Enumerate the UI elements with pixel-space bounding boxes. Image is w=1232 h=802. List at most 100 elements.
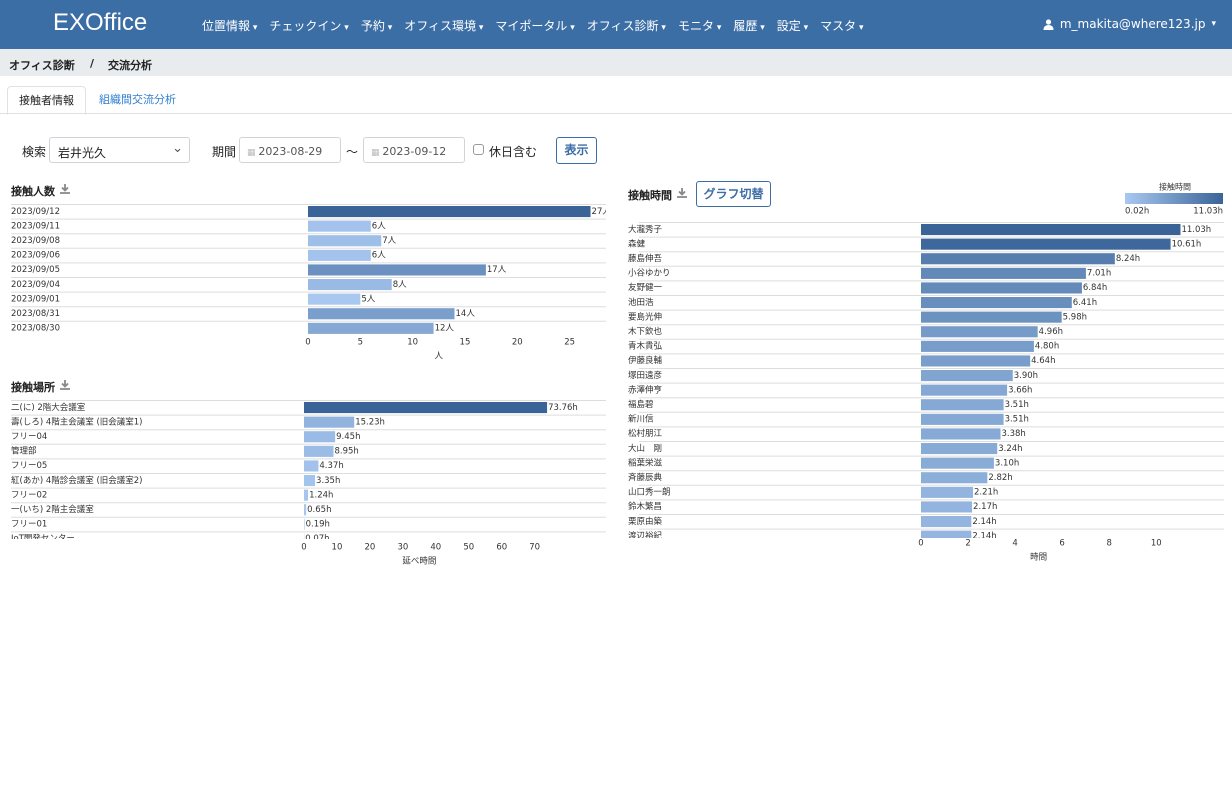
brand[interactable]: EXOffice <box>53 9 148 36</box>
tab[interactable]: 接触者情報 <box>7 86 86 115</box>
bar <box>921 282 1082 294</box>
value-label: 3.10h <box>995 458 1019 468</box>
menu-item[interactable]: モニタ <box>678 17 721 34</box>
category-label: 斉藤辰典 <box>628 472 663 483</box>
calendar-icon: ▦ <box>247 148 259 158</box>
value-label: 3.51h <box>1005 400 1029 410</box>
category-label: 大山 剛 <box>628 443 662 454</box>
category-label: IoT開発センター <box>11 534 75 539</box>
x-axis-label: 人 <box>435 352 444 362</box>
x-tick-label: 4 <box>1012 539 1017 549</box>
menu-item[interactable]: 位置情報 <box>202 17 257 34</box>
menu-item[interactable]: 予約 <box>361 17 392 34</box>
period-label: 期間 <box>212 145 237 159</box>
value-label: 2.82h <box>988 473 1012 483</box>
value-label: 5人 <box>361 294 375 304</box>
category-label: 2023/09/12 <box>11 207 60 217</box>
bar <box>921 472 988 484</box>
chart-rows[interactable]: 二(に) 2階大会議室 73.76h 壽(しろ) 4階主会議室 (旧会議室1) 15.… <box>0 400 606 539</box>
menu-item[interactable]: 設定 <box>777 17 808 34</box>
bar <box>304 518 305 530</box>
menu-item[interactable]: マスタ <box>820 17 863 34</box>
value-label: 0.19h <box>306 520 330 530</box>
value-label: 17人 <box>487 265 507 275</box>
value-label: 6.84h <box>1083 283 1107 293</box>
header: EXOffice 位置情報チェックイン予約オフィス環境マイポータルオフィス診断モ… <box>0 0 1232 49</box>
bar <box>308 308 455 320</box>
submit-button[interactable]: 表示 <box>556 137 597 164</box>
value-label: 6.41h <box>1073 298 1097 308</box>
download-icon[interactable] <box>59 183 71 195</box>
bar <box>921 326 1038 338</box>
crumb-item[interactable]: オフィス診断 <box>9 59 75 72</box>
bar <box>921 428 1001 440</box>
caret: ▾ <box>1211 19 1216 29</box>
value-label: 4.64h <box>1031 356 1055 366</box>
x-tick-label: 70 <box>529 543 540 553</box>
bar <box>921 486 973 498</box>
bar <box>304 460 319 472</box>
toggle-button[interactable]: グラフ切替 <box>696 181 771 207</box>
chart-rows[interactable]: 大瀧秀子 11.03h 森健 10.61h 藤島伸吾 8.24h 小谷ゆかり 7.01h 友野健… <box>626 222 1224 538</box>
chart-rows[interactable]: 2023/09/12 27人 2023/09/11 6人 2023/09/08 7人 202… <box>0 204 606 338</box>
legend-gradient <box>1125 193 1223 204</box>
download-icon[interactable] <box>59 379 71 391</box>
category-label: 赤澤伸亨 <box>628 384 662 395</box>
bar <box>308 293 361 305</box>
crumb-separator: / <box>90 57 95 70</box>
value-label: 5.98h <box>1063 312 1087 322</box>
x-tick-label: 8 <box>1106 539 1111 549</box>
value-label: 1.24h <box>309 490 333 500</box>
crumb-item: 交流分析 <box>108 59 152 72</box>
menu-item[interactable]: チェックイン <box>269 17 348 34</box>
x-axis-label: 時間 <box>1030 553 1047 563</box>
x-tick-label: 0 <box>301 543 306 553</box>
select-value: 岩井光久 <box>58 146 107 160</box>
x-tick-label: 0 <box>918 539 923 549</box>
download-icon[interactable] <box>676 187 688 199</box>
category-label: 2023/09/11 <box>11 221 60 231</box>
value-label: 2.14h <box>972 517 996 527</box>
tab[interactable]: 組織間交流分析 <box>99 93 176 106</box>
value-label: 9.45h <box>336 432 360 442</box>
category-label: 大瀧秀子 <box>628 224 663 235</box>
date-from[interactable]: ▦ 2023-08-29 <box>239 137 341 163</box>
menu: 位置情報チェックイン予約オフィス環境マイポータルオフィス診断モニタ履歴設定マスタ <box>202 17 864 34</box>
value-label: 7.01h <box>1087 269 1111 279</box>
date-to[interactable]: ▦ 2023-09-12 <box>363 137 465 163</box>
menu-item[interactable]: オフィス診断 <box>587 17 666 34</box>
category-label: フリー05 <box>11 461 47 471</box>
category-label: 青木貴弘 <box>628 341 663 352</box>
bar <box>308 264 486 276</box>
search-select[interactable]: 岩井光久 ⌄ <box>49 137 190 163</box>
bar <box>921 530 972 538</box>
menu-item[interactable]: マイポータル <box>495 17 574 34</box>
bar <box>921 253 1115 265</box>
category-label: 管理部 <box>11 446 37 457</box>
holiday-checkbox[interactable] <box>473 144 484 155</box>
category-label: 森健 <box>628 238 646 249</box>
bar <box>304 416 355 428</box>
value-label: 2.14h <box>972 531 996 538</box>
category-label: 2023/08/31 <box>11 309 60 319</box>
value-label: 73.76h <box>548 403 578 413</box>
value-label: 3.24h <box>998 444 1022 454</box>
category-label: 紅(あか) 4階診会議室 (旧会議室2) <box>11 475 143 486</box>
user-menu[interactable]: m_makita@where123.jp ▾ <box>1043 17 1216 31</box>
category-label: 友野健一 <box>628 282 663 293</box>
category-label: 渡辺裕紀 <box>628 530 663 538</box>
bar <box>304 431 336 443</box>
x-tick-label: 10 <box>1151 539 1162 549</box>
category-label: 要島光伸 <box>628 311 662 322</box>
holiday-label: 休日含む <box>489 145 538 159</box>
bar <box>921 384 1008 396</box>
bar <box>308 322 434 334</box>
category-label: 2023/09/05 <box>11 265 60 275</box>
menu-item[interactable]: 履歴 <box>733 17 764 34</box>
chart-plot: 二(に) 2階大会議室 73.76h 壽(しろ) 4階主会議室 (旧会議室1) 15.… <box>11 400 606 539</box>
bar <box>921 457 994 469</box>
x-axis-label: 延べ時間 <box>402 556 436 567</box>
x-tick-label: 2 <box>965 539 970 549</box>
value-label: 3.66h <box>1008 385 1032 395</box>
menu-item[interactable]: オフィス環境 <box>404 17 483 34</box>
